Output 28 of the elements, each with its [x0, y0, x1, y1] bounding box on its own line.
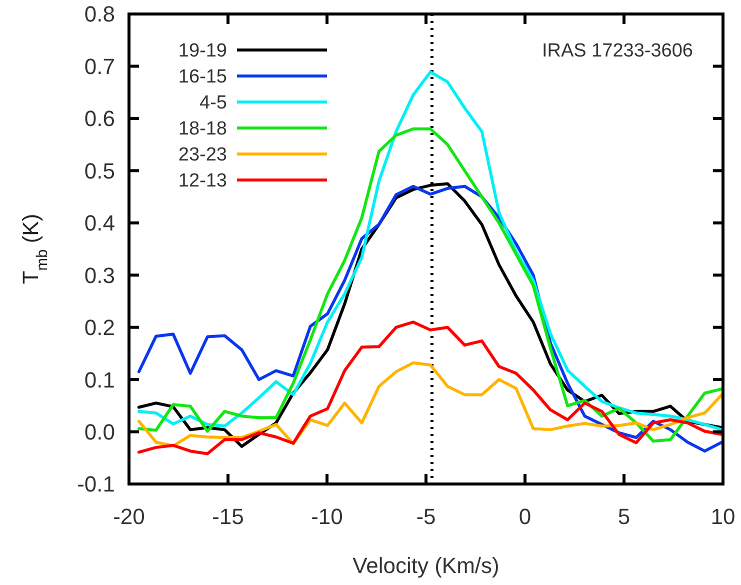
legend-label: 12-13	[178, 170, 227, 192]
x-tick-label: 10	[710, 504, 736, 529]
y-tick-label: 0.2	[84, 315, 115, 340]
x-tick-label: 5	[618, 504, 630, 529]
annotation: IRAS 17233-3606	[542, 40, 693, 62]
x-tick-label: -20	[113, 504, 145, 529]
x-axis-title: Velocity (Km/s)	[352, 553, 500, 578]
y-tick-label: 0.0	[84, 419, 115, 444]
y-tick-label: 0.3	[84, 262, 115, 288]
y-tick-label: 0.4	[84, 210, 115, 236]
x-tick-label: -5	[416, 504, 436, 529]
line-series	[137, 361, 723, 448]
y-tick-label: 0.6	[84, 106, 115, 132]
x-tick-label: -10	[311, 504, 343, 529]
x-tick-label: 0	[518, 504, 532, 529]
y-tick-label: 0.8	[84, 2, 115, 27]
legend-label: 18-18	[178, 118, 227, 140]
y-tick-label: 0.1	[84, 367, 115, 392]
line-series	[137, 70, 723, 432]
y-tick-label: 0.5	[84, 158, 115, 184]
legend-label: 4-5	[200, 92, 227, 114]
legend-label: 23-23	[178, 144, 227, 166]
legend-label: 19-19	[178, 40, 227, 62]
y-tick-label: 0.7	[84, 54, 115, 79]
x-tick-label: -15	[212, 504, 244, 529]
y-tick-label: -0.1	[77, 472, 115, 497]
line-series	[137, 320, 723, 456]
legend-label: 16-15	[178, 66, 227, 88]
